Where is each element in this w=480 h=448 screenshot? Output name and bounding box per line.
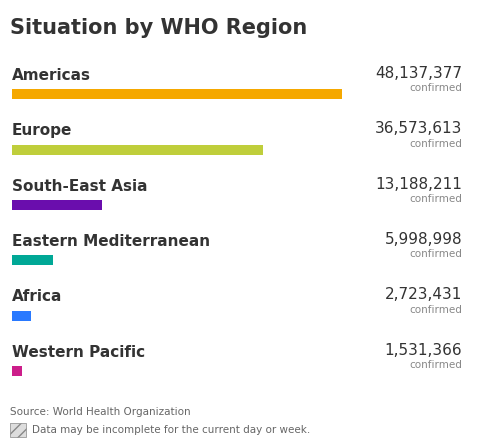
Bar <box>12 366 23 376</box>
Text: confirmed: confirmed <box>409 305 462 315</box>
Text: 2,723,431: 2,723,431 <box>384 287 462 302</box>
Text: 5,998,998: 5,998,998 <box>384 232 462 247</box>
Text: Source: World Health Organization: Source: World Health Organization <box>10 407 191 417</box>
Bar <box>12 310 31 321</box>
Text: South-East Asia: South-East Asia <box>12 179 147 194</box>
Text: confirmed: confirmed <box>409 250 462 259</box>
Bar <box>12 89 342 99</box>
Text: Africa: Africa <box>12 289 62 304</box>
Text: 1,531,366: 1,531,366 <box>384 343 462 358</box>
Text: Western Pacific: Western Pacific <box>12 345 145 360</box>
Text: Eastern Mediterranean: Eastern Mediterranean <box>12 234 210 249</box>
Bar <box>10 423 26 437</box>
Text: 13,188,211: 13,188,211 <box>375 177 462 192</box>
Text: confirmed: confirmed <box>409 360 462 370</box>
Text: Europe: Europe <box>12 123 72 138</box>
Text: Americas: Americas <box>12 68 91 83</box>
Text: Situation by WHO Region: Situation by WHO Region <box>10 18 307 38</box>
Bar <box>12 200 102 210</box>
Text: confirmed: confirmed <box>409 83 462 94</box>
Text: Data may be incomplete for the current day or week.: Data may be incomplete for the current d… <box>32 425 310 435</box>
Text: confirmed: confirmed <box>409 139 462 149</box>
Text: 48,137,377: 48,137,377 <box>375 66 462 81</box>
Bar <box>12 255 53 265</box>
Text: confirmed: confirmed <box>409 194 462 204</box>
Bar <box>12 145 263 155</box>
Text: 36,573,613: 36,573,613 <box>374 121 462 136</box>
